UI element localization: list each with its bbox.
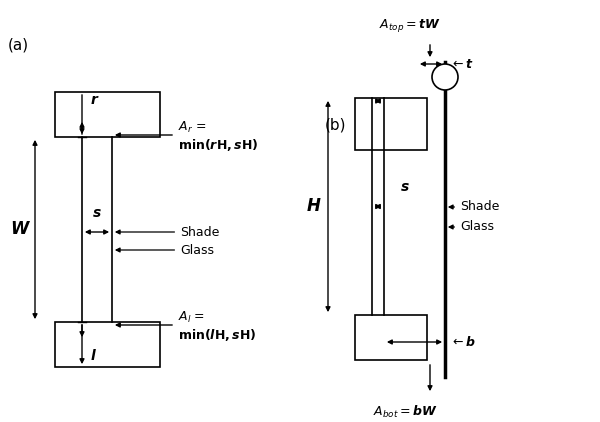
Text: $A_l$ =: $A_l$ = bbox=[178, 309, 205, 325]
Text: (b): (b) bbox=[325, 117, 347, 132]
Text: $A_{top} = \bfit{t}\bfit{W}$: $A_{top} = \bfit{t}\bfit{W}$ bbox=[379, 17, 441, 34]
Text: $\bfit{H}$: $\bfit{H}$ bbox=[306, 197, 322, 216]
Text: $\bfit{r}$: $\bfit{r}$ bbox=[90, 93, 100, 107]
Text: $\mathbf{min(}$$\bfit{r}$$\mathbf{H,}$$\bfit{s}$$\mathbf{H)}$: $\mathbf{min(}$$\bfit{r}$$\mathbf{H,}$$\… bbox=[178, 137, 259, 153]
FancyBboxPatch shape bbox=[355, 98, 427, 150]
Text: $\leftarrow \bfit{b}$: $\leftarrow \bfit{b}$ bbox=[450, 335, 476, 349]
Text: $\leftarrow \bfit{t}$: $\leftarrow \bfit{t}$ bbox=[450, 57, 474, 70]
Text: $\bfit{l}$: $\bfit{l}$ bbox=[90, 347, 97, 362]
FancyBboxPatch shape bbox=[55, 322, 160, 367]
Text: Glass: Glass bbox=[449, 221, 494, 233]
Text: $\mathbf{min(}$$\bfit{l}$$\mathbf{H,}$$\bfit{s}$$\mathbf{H)}$: $\mathbf{min(}$$\bfit{l}$$\mathbf{H,}$$\… bbox=[178, 327, 257, 343]
FancyBboxPatch shape bbox=[355, 315, 427, 360]
Text: $A_r$ =: $A_r$ = bbox=[178, 119, 206, 135]
Text: $\bfit{s}$: $\bfit{s}$ bbox=[92, 206, 102, 220]
Text: $\bfit{s}$: $\bfit{s}$ bbox=[400, 181, 410, 195]
Text: $\bfit{W}$: $\bfit{W}$ bbox=[10, 221, 31, 238]
Text: Glass: Glass bbox=[116, 243, 214, 257]
Text: Shade: Shade bbox=[116, 225, 220, 238]
Text: (a): (a) bbox=[8, 37, 29, 52]
Text: Shade: Shade bbox=[449, 200, 499, 214]
FancyBboxPatch shape bbox=[55, 92, 160, 137]
Text: $A_{bot} = \bfit{b}\bfit{W}$: $A_{bot} = \bfit{b}\bfit{W}$ bbox=[373, 404, 437, 420]
Circle shape bbox=[432, 64, 458, 90]
